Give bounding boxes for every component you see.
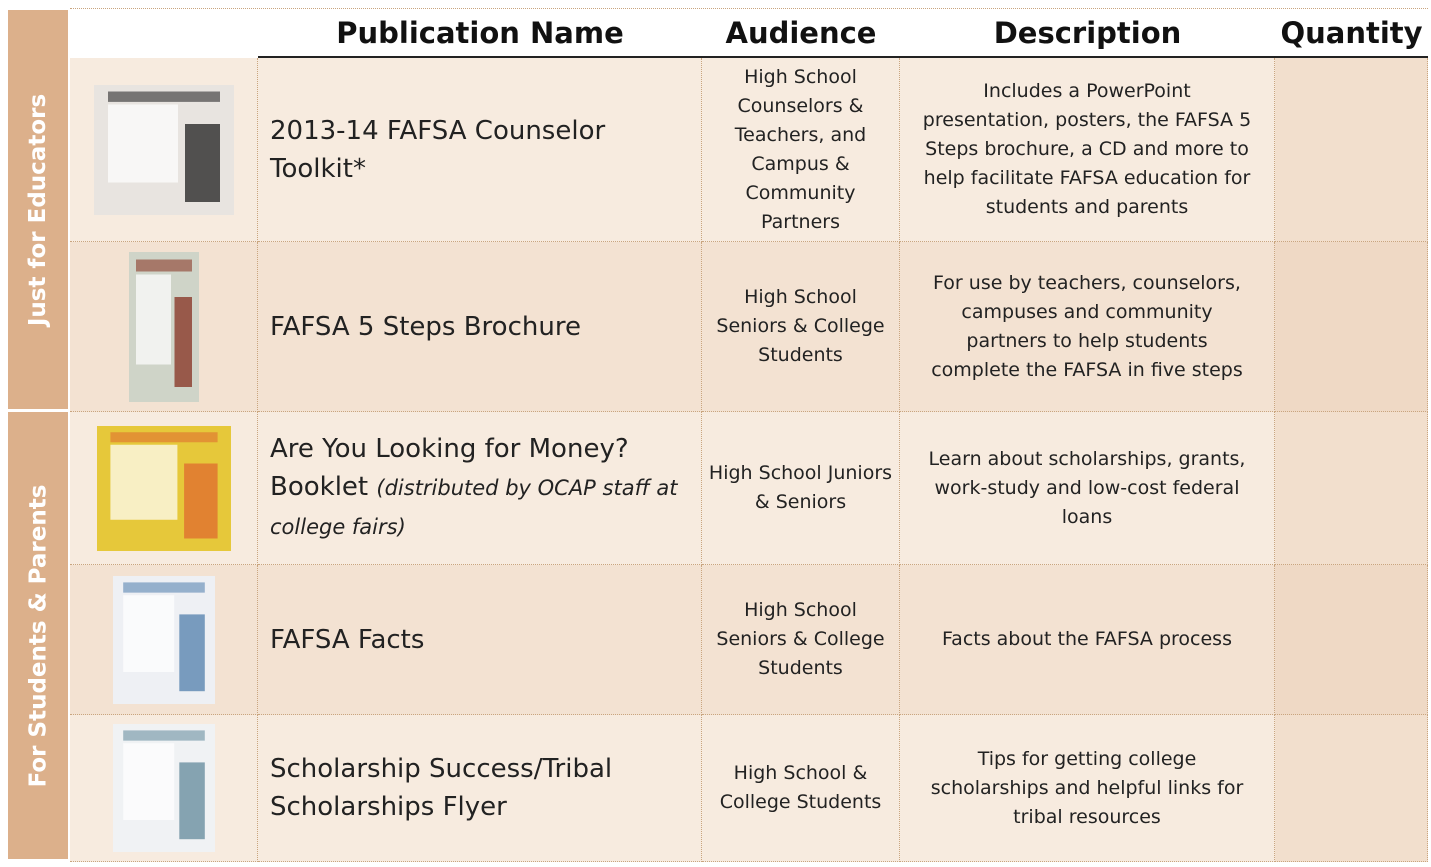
- column-header: Publication Name: [258, 10, 702, 58]
- quantity-cell: [1275, 58, 1428, 242]
- name: FAFSA Facts: [270, 624, 425, 655]
- description: Learn about scholarships, grants, work-s…: [900, 412, 1275, 565]
- section-label-text: Just for Educators: [25, 93, 52, 326]
- name-text: FAFSA Facts: [270, 621, 690, 659]
- thumbnail: [93, 84, 234, 215]
- name-text: 2013-14 FAFSA Counselor Toolkit*: [270, 112, 620, 188]
- audience: High School Counselors & Teachers, and C…: [702, 58, 900, 242]
- audience: High School Seniors & College Students: [702, 242, 900, 412]
- description: For use by teachers, counselors, campuse…: [900, 242, 1275, 412]
- name: Scholarship Success/Tribal Scholarships …: [270, 754, 613, 822]
- quantity-cell: [1275, 242, 1428, 412]
- quantity-cell: [1275, 715, 1428, 862]
- name: FAFSA 5 Steps Brochure: [270, 311, 581, 342]
- name: 2013-14 FAFSA Counselor Toolkit*: [270, 115, 606, 184]
- thumbnail-cell: [70, 58, 258, 242]
- thumbnail-cell: [70, 565, 258, 715]
- description: Tips for getting college scholarships an…: [900, 715, 1275, 862]
- thumbnail-cell: [70, 412, 258, 565]
- name: Are You Looking for Money? Booklet: [270, 434, 629, 502]
- top-border: [70, 8, 1428, 9]
- audience: High School Juniors & Seniors: [702, 412, 900, 565]
- audience: High School Seniors & College Students: [702, 565, 900, 715]
- thumbnail-cell: [70, 242, 258, 412]
- column-header: Quantity: [1275, 10, 1428, 58]
- name-text: FAFSA 5 Steps Brochure: [270, 308, 690, 346]
- description: Facts about the FAFSA process: [900, 565, 1275, 715]
- section-label: Just for Educators: [8, 10, 68, 409]
- description: Includes a PowerPoint presentation, post…: [900, 58, 1275, 242]
- publication-name: Are You Looking for Money? Booklet (dist…: [258, 412, 702, 565]
- publication-name: FAFSA 5 Steps Brochure: [258, 242, 702, 412]
- thumbnail: [112, 575, 215, 704]
- publication-name: FAFSA Facts: [258, 565, 702, 715]
- thumbnail: [128, 251, 199, 402]
- name-text: Scholarship Success/Tribal Scholarships …: [270, 750, 620, 826]
- audience: High School & College Students: [702, 715, 900, 862]
- section-label: For Students & Parents: [8, 412, 68, 859]
- name-text: Are You Looking for Money? Booklet (dist…: [270, 430, 690, 546]
- quantity-cell: [1275, 412, 1428, 565]
- thumbnail-cell: [70, 715, 258, 862]
- quantity-cell: [1275, 565, 1428, 715]
- column-header: Audience: [702, 10, 900, 58]
- thumbnail: [112, 724, 215, 852]
- publication-name: Scholarship Success/Tribal Scholarships …: [258, 715, 702, 862]
- section-label-text: For Students & Parents: [25, 484, 52, 787]
- thumbnail: [96, 425, 231, 551]
- name-note: (distributed by OCAP staff at college fa…: [270, 476, 678, 539]
- column-header: Description: [900, 10, 1275, 58]
- publication-name: 2013-14 FAFSA Counselor Toolkit*: [258, 58, 702, 242]
